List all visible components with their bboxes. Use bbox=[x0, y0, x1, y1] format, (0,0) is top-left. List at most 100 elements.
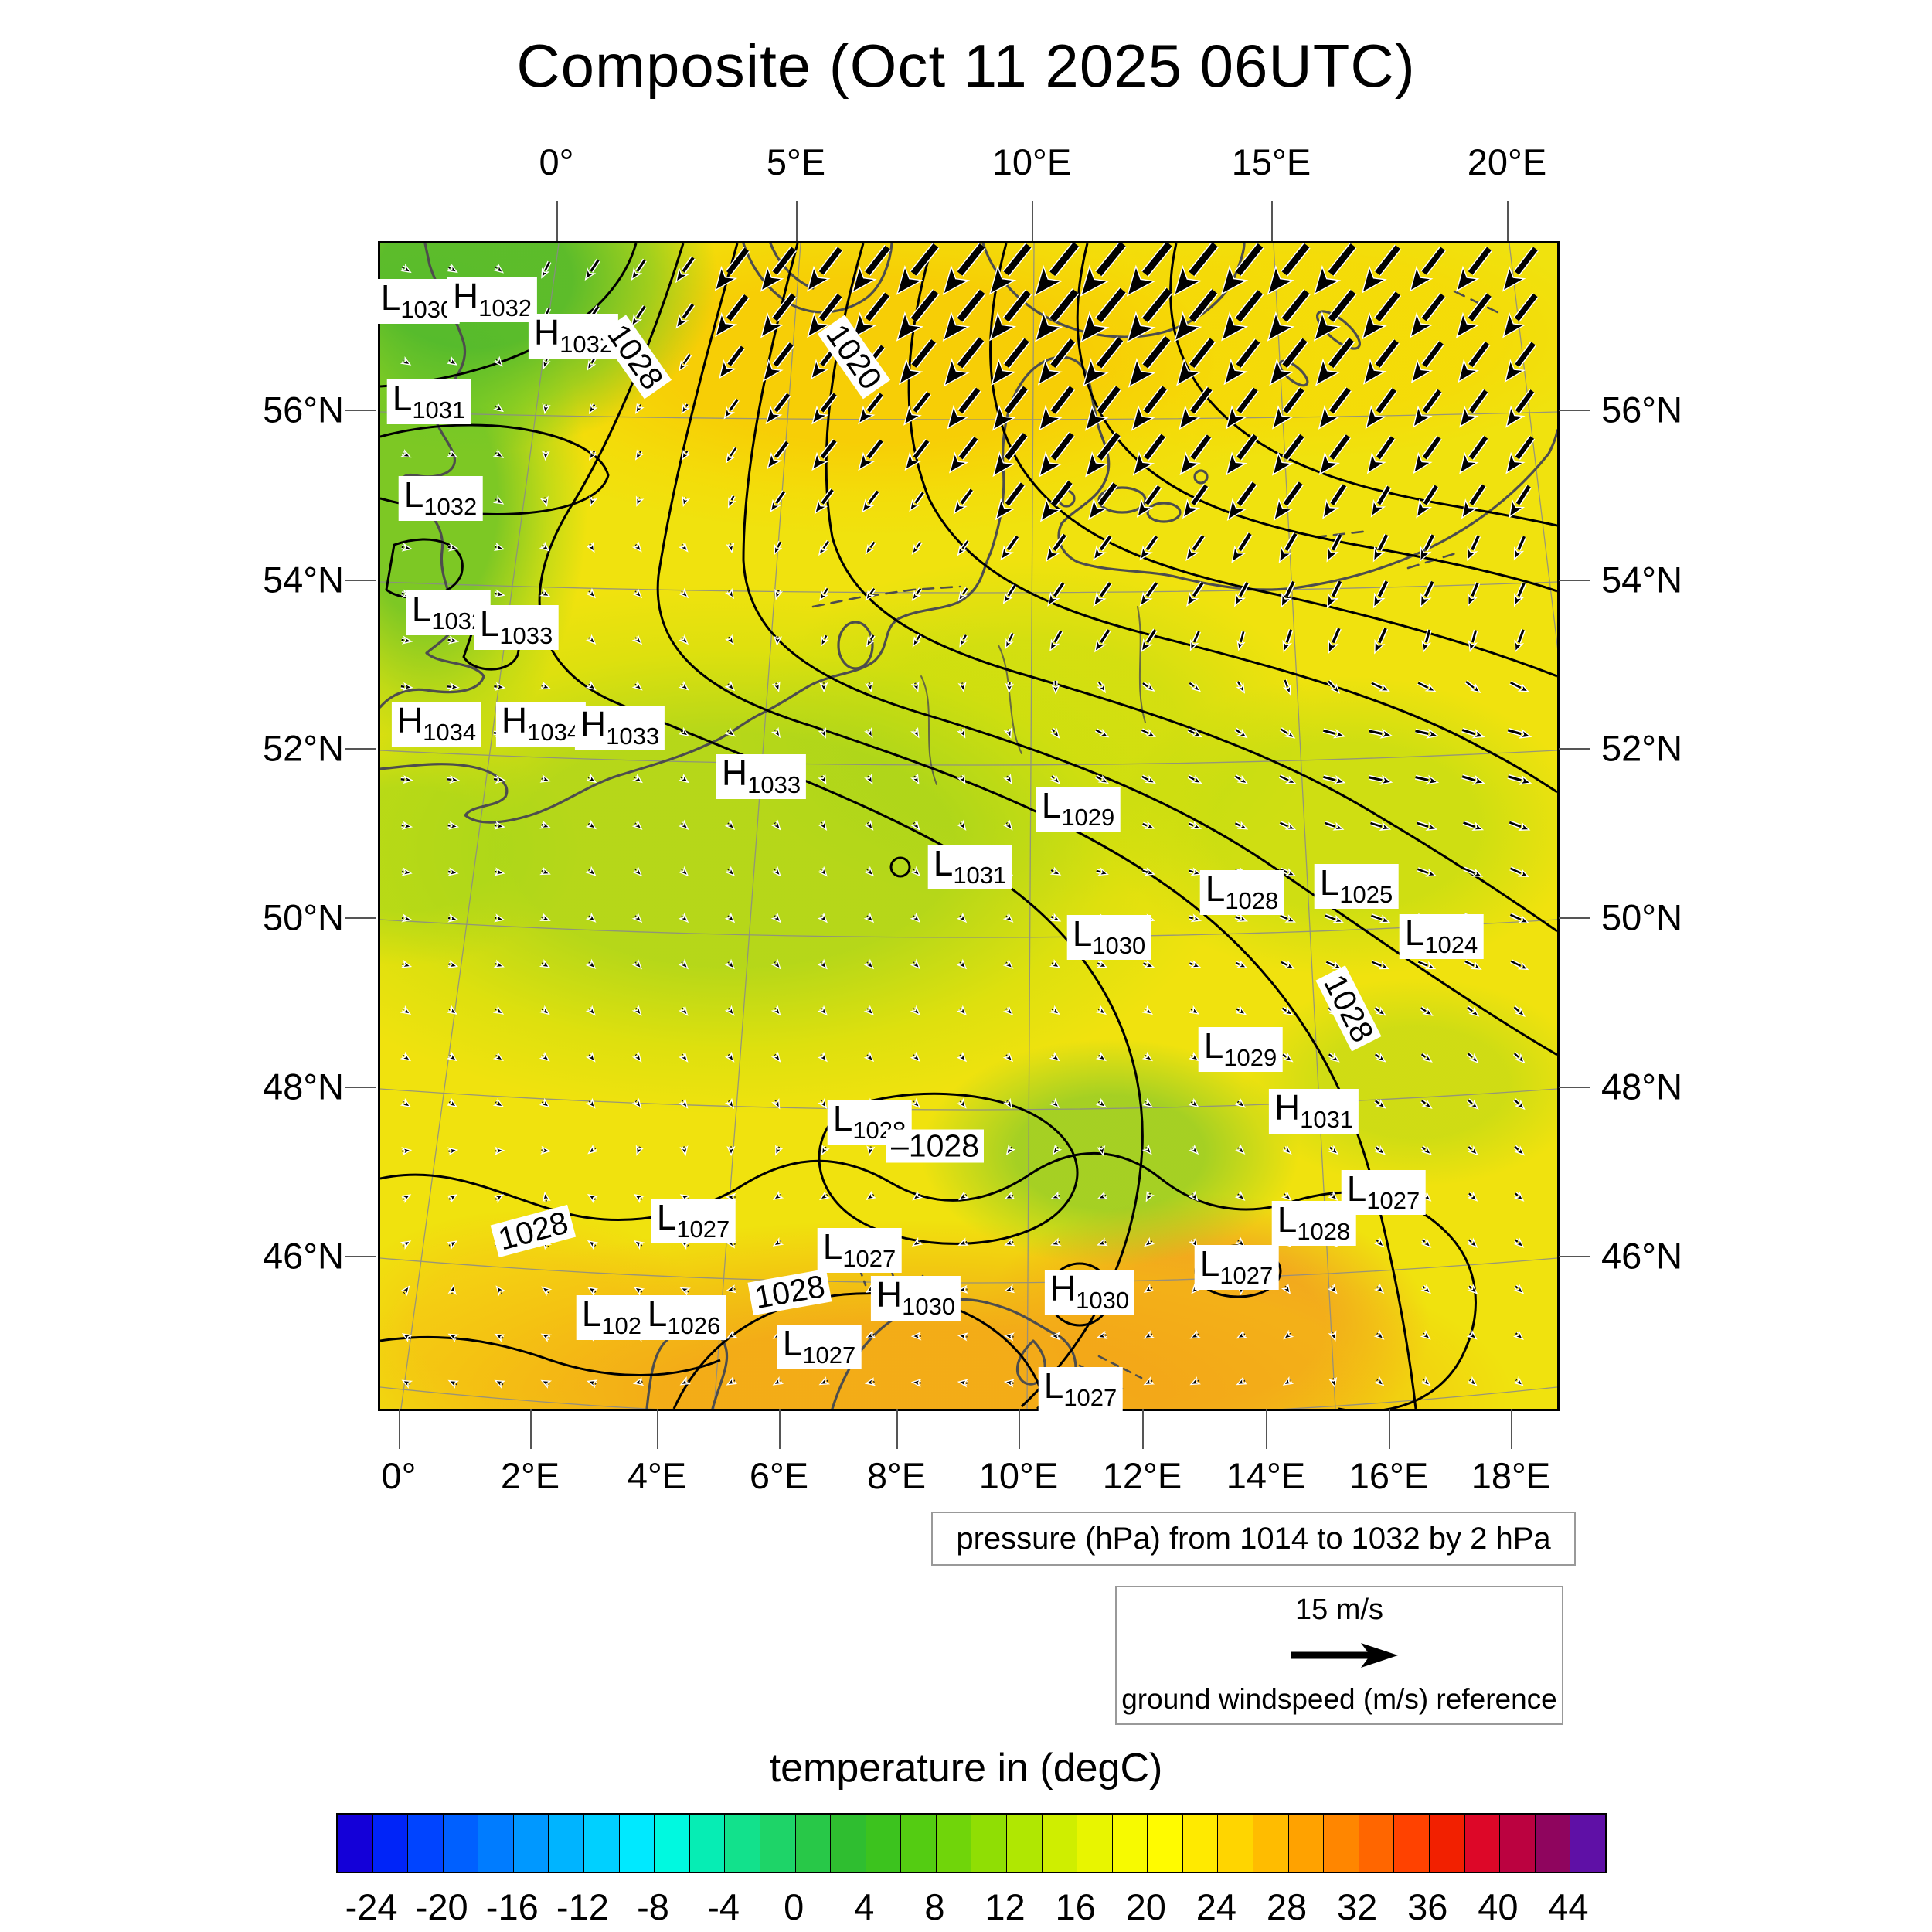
pressure-center-value: 1031 bbox=[953, 862, 1007, 889]
pressure-center-label: L1025 bbox=[1314, 862, 1399, 909]
pressure-center-kind: L bbox=[782, 1323, 803, 1363]
colorbar-segment bbox=[1500, 1815, 1536, 1872]
colorbar-segment bbox=[1570, 1815, 1605, 1872]
pressure-center-label: H1031 bbox=[1268, 1087, 1359, 1134]
colorbar-segment bbox=[1429, 1815, 1465, 1872]
pressure-center-kind: L bbox=[380, 277, 401, 318]
pressure-center-kind: L bbox=[1346, 1168, 1367, 1209]
colorbar-segment bbox=[513, 1815, 549, 1872]
wind-reference-speed: 15 m/s bbox=[1294, 1594, 1384, 1626]
pressure-center-value: 1031 bbox=[1300, 1106, 1354, 1133]
colorbar-tick-label: 40 bbox=[1478, 1886, 1519, 1927]
pressure-center-kind: L bbox=[1277, 1199, 1298, 1240]
pressure-center-kind: L bbox=[933, 843, 954, 883]
bottom-axis-label: 6°E bbox=[749, 1455, 809, 1496]
pressure-center-kind: L bbox=[403, 474, 424, 515]
temperature-colorbar bbox=[336, 1813, 1607, 1873]
pressure-center-label: H1030 bbox=[1044, 1270, 1135, 1315]
right-axis-tick bbox=[1559, 410, 1590, 411]
pressure-center-value: 1032 bbox=[423, 493, 478, 520]
right-axis-label: 46°N bbox=[1601, 1235, 1683, 1277]
bottom-axis-label: 4°E bbox=[627, 1455, 687, 1496]
colorbar-segment bbox=[1288, 1815, 1325, 1872]
pressure-center-kind: H bbox=[501, 700, 528, 740]
pressure-center-value: 1034 bbox=[527, 719, 581, 746]
left-axis-label: 48°N bbox=[262, 1066, 344, 1107]
pressure-caption-box: pressure (hPa) from 1014 to 1032 by 2 hP… bbox=[931, 1512, 1576, 1566]
top-axis-label: 0° bbox=[539, 141, 574, 182]
colorbar-segment bbox=[1253, 1815, 1289, 1872]
bottom-axis-tick bbox=[1019, 1409, 1020, 1449]
colorbar-segment bbox=[1042, 1815, 1078, 1872]
right-axis-tick bbox=[1559, 1087, 1590, 1088]
colorbar-segment bbox=[971, 1815, 1007, 1872]
left-axis-tick bbox=[345, 1256, 376, 1257]
pressure-center-value: 1028 bbox=[1225, 887, 1279, 914]
right-axis-label: 50°N bbox=[1601, 896, 1683, 938]
top-axis-tick bbox=[1507, 201, 1509, 241]
pressure-center-value: 1031 bbox=[412, 396, 466, 423]
pressure-center-kind: L bbox=[1043, 1366, 1064, 1406]
figure-title: Composite (Oct 11 2025 06UTC) bbox=[516, 32, 1416, 100]
colorbar-segment bbox=[1394, 1815, 1430, 1872]
colorbar-segment bbox=[478, 1815, 514, 1872]
colorbar-segment bbox=[549, 1815, 585, 1872]
colorbar-tick-label: 16 bbox=[1055, 1886, 1096, 1927]
pressure-center-label: L1027 bbox=[651, 1199, 736, 1243]
pressure-center-label: L1030 bbox=[1066, 913, 1151, 960]
bottom-axis-label: 16°E bbox=[1349, 1455, 1429, 1496]
colorbar-segment bbox=[1148, 1815, 1183, 1872]
pressure-center-kind: H bbox=[580, 704, 607, 744]
right-axis-tick bbox=[1559, 748, 1590, 750]
colorbar-segment bbox=[1006, 1815, 1043, 1872]
left-axis-label: 52°N bbox=[262, 727, 344, 769]
pressure-center-kind: L bbox=[1072, 913, 1093, 954]
wind-reference-caption: ground windspeed (m/s) reference bbox=[1121, 1683, 1557, 1715]
colorbar-segment bbox=[760, 1815, 796, 1872]
bottom-axis-tick bbox=[779, 1409, 781, 1449]
colorbar-segment bbox=[901, 1815, 937, 1872]
colorbar-tick-label: 28 bbox=[1266, 1886, 1308, 1927]
pressure-center-value: 1025 bbox=[1339, 881, 1393, 908]
wind-reference-arrow bbox=[1291, 1642, 1398, 1668]
pressure-center-label: L1029 bbox=[1198, 1027, 1283, 1072]
pressure-center-value: 1027 bbox=[1219, 1262, 1274, 1289]
bottom-axis-label: 12°E bbox=[1102, 1455, 1182, 1496]
bottom-axis-label: 18°E bbox=[1471, 1455, 1551, 1496]
pressure-center-label: H1034 bbox=[391, 702, 482, 747]
colorbar-tick-label: 36 bbox=[1407, 1886, 1448, 1927]
map-layers bbox=[380, 243, 1557, 1409]
pressure-center-kind: L bbox=[647, 1294, 668, 1334]
colorbar-segment bbox=[372, 1815, 409, 1872]
colorbar-segment bbox=[1077, 1815, 1113, 1872]
bottom-axis-tick bbox=[896, 1409, 898, 1449]
colorbar-tick-label: -4 bbox=[707, 1886, 740, 1927]
pressure-center-label: H1030 bbox=[870, 1276, 961, 1321]
colorbar-tick-label: 20 bbox=[1125, 1886, 1166, 1927]
pressure-center-label: L1027 bbox=[817, 1228, 902, 1273]
colorbar-tick-label: 44 bbox=[1548, 1886, 1589, 1927]
pressure-center-kind: L bbox=[392, 378, 413, 418]
pressure-center-kind: H bbox=[452, 276, 479, 316]
pressure-center-label: L1029 bbox=[1036, 787, 1121, 832]
pressure-center-value: 1030 bbox=[902, 1293, 956, 1320]
colorbar-tick-label: -8 bbox=[637, 1886, 669, 1927]
pressure-center-value: 1032 bbox=[478, 294, 532, 321]
pressure-center-label: L1031 bbox=[927, 843, 1012, 889]
bottom-axis-tick bbox=[1389, 1409, 1390, 1449]
pressure-center-value: 1027 bbox=[1063, 1384, 1117, 1411]
pressure-center-kind: L bbox=[411, 589, 432, 629]
pressure-center-label: H1033 bbox=[716, 754, 807, 799]
pressure-center-kind: H bbox=[1274, 1087, 1301, 1128]
top-axis-tick bbox=[1271, 201, 1273, 241]
colorbar-segment bbox=[1112, 1815, 1148, 1872]
pressure-center-value: 1034 bbox=[423, 719, 477, 746]
colorbar-segment bbox=[443, 1815, 479, 1872]
pressure-center-kind: L bbox=[1319, 862, 1340, 903]
colorbar-segment bbox=[866, 1815, 902, 1872]
pressure-center-value: 1027 bbox=[1366, 1187, 1420, 1214]
pressure-center-label: L1030 bbox=[375, 277, 460, 324]
pressure-center-label: L1024 bbox=[1399, 914, 1484, 959]
pressure-center-kind: L bbox=[1199, 1243, 1220, 1284]
colorbar-segment bbox=[936, 1815, 972, 1872]
